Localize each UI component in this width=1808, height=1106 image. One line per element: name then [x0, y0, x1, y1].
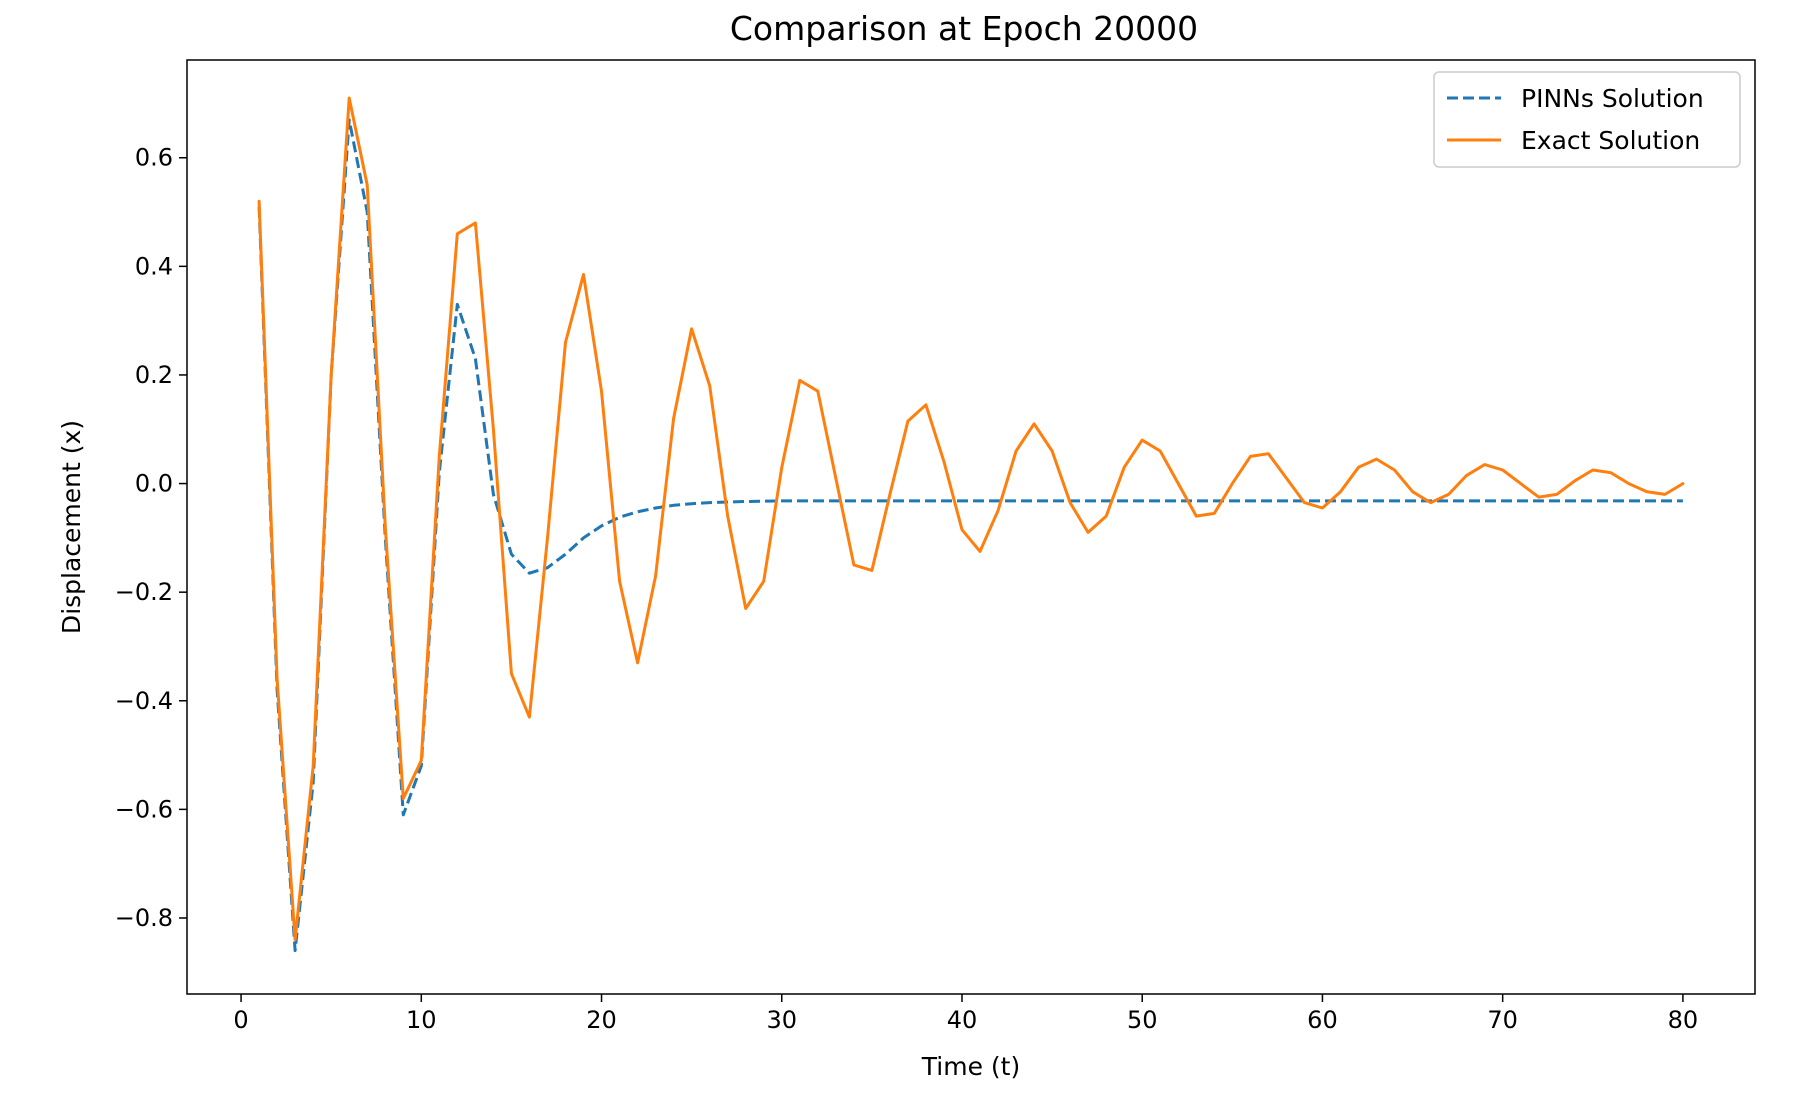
- chart-title: Comparison at Epoch 20000: [730, 9, 1198, 48]
- plot-frame: [186, 59, 1756, 995]
- legend-box: [1433, 71, 1741, 168]
- x-tick-label: 10: [406, 1006, 437, 1034]
- y-tick-label: 0.0: [135, 470, 173, 498]
- y-tick-label: −0.4: [115, 687, 173, 715]
- x-tick-label: 70: [1487, 1006, 1518, 1034]
- y-axis-label: Displacement (x): [57, 420, 86, 634]
- series-layer: [257, 96, 1685, 953]
- plot-area: [186, 59, 1756, 995]
- y-tick-label: 0.4: [135, 252, 173, 280]
- y-tick-label: −0.8: [115, 904, 173, 932]
- x-tick-label: 30: [766, 1006, 797, 1034]
- series-line-pinns: [257, 118, 1683, 953]
- y-tick-label: 0.2: [135, 361, 173, 389]
- x-axis-label: Time (t): [921, 1052, 1020, 1081]
- x-tick-label: 50: [1127, 1006, 1158, 1034]
- x-tick-label: 40: [947, 1006, 978, 1034]
- y-tick-label: 0.6: [135, 144, 173, 172]
- y-tick-label: −0.6: [115, 795, 173, 823]
- x-tick-label: 80: [1668, 1006, 1699, 1034]
- x-tick-label: 0: [233, 1006, 248, 1034]
- legend: PINNs Solution Exact Solution: [1433, 71, 1741, 168]
- legend-label-exact: Exact Solution: [1521, 126, 1700, 155]
- series-line-exact: [257, 96, 1685, 942]
- x-tick-label: 60: [1307, 1006, 1338, 1034]
- x-tick-label: 20: [586, 1006, 617, 1034]
- legend-label-pinns: PINNs Solution: [1521, 84, 1704, 113]
- x-axis: 0 10 20 30 40 50 60 70 80: [233, 994, 1698, 1034]
- y-tick-label: −0.2: [115, 578, 173, 606]
- y-axis: −0.8 −0.6 −0.4 −0.2 0.0 0.2 0.4 0.6: [115, 144, 187, 932]
